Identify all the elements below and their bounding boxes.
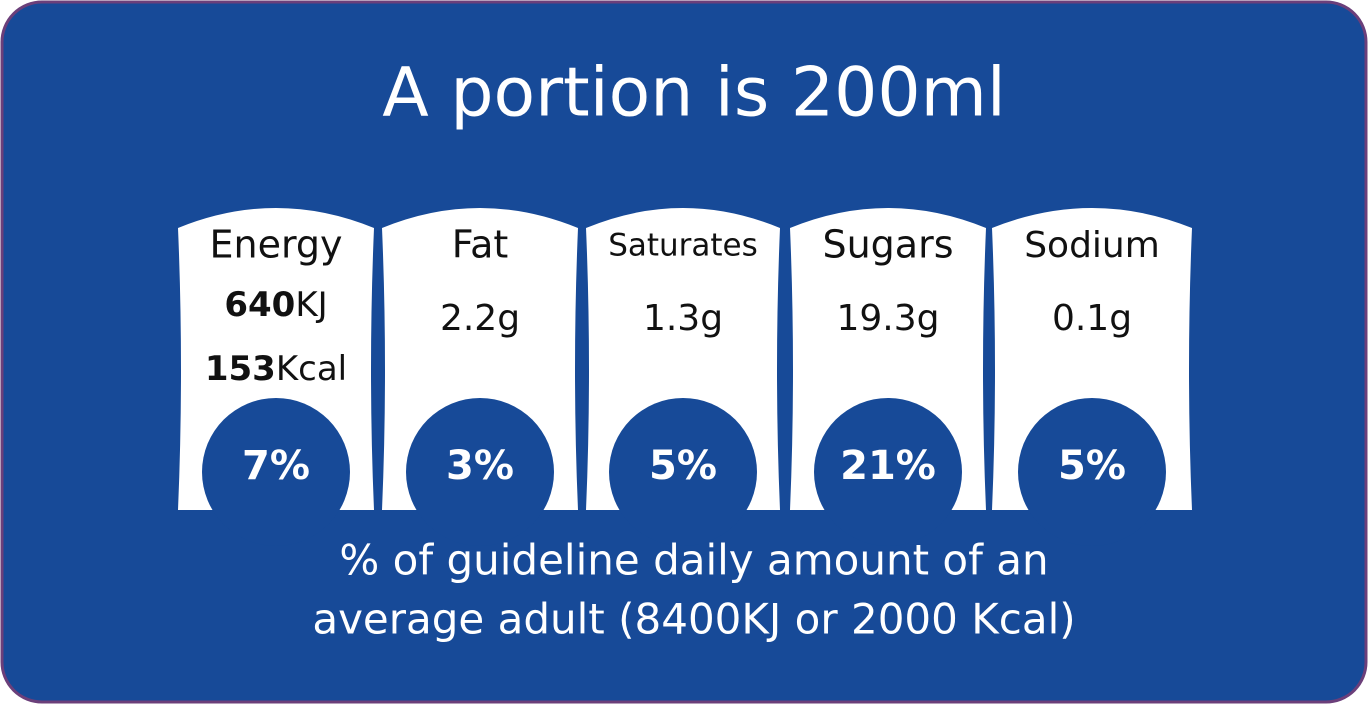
- percent: 5%: [1058, 443, 1126, 489]
- amount: 2.2g: [440, 298, 520, 339]
- amount-unit: KJ: [295, 285, 327, 325]
- percent: 3%: [446, 443, 514, 489]
- amount: 19.3g: [836, 298, 939, 339]
- amount-unit: 2.2g: [440, 298, 520, 339]
- amount-unit: 1.3g: [643, 298, 723, 339]
- footer-line: % of guideline daily amount of an: [339, 536, 1048, 585]
- amount: 640KJ: [224, 285, 327, 325]
- amount-unit: 19.3g: [836, 298, 939, 339]
- nutrient-name: Sugars: [822, 223, 953, 267]
- nutrient-name: Fat: [452, 223, 509, 267]
- percent: 7%: [242, 443, 310, 489]
- amount-unit: 0.1g: [1052, 298, 1132, 339]
- amount-unit: Kcal: [276, 349, 347, 389]
- amount: 153Kcal: [205, 349, 347, 389]
- amount-bold: 640: [224, 285, 295, 325]
- percent: 5%: [649, 443, 717, 489]
- title: A portion is 200ml: [382, 54, 1006, 133]
- percent-badge: [814, 398, 962, 546]
- nutrient-name: Sodium: [1024, 225, 1160, 266]
- percent-badge: [406, 398, 554, 546]
- amount: 1.3g: [643, 298, 723, 339]
- nutrient-name: Energy: [209, 223, 342, 267]
- nutrient-name: Saturates: [608, 228, 758, 264]
- amount: 0.1g: [1052, 298, 1132, 339]
- percent-badge: [1018, 398, 1166, 546]
- amount-bold: 153: [205, 349, 276, 389]
- percent-badge: [202, 398, 350, 546]
- footer-line: average adult (8400KJ or 2000 Kcal): [312, 595, 1075, 644]
- percent-badge: [609, 398, 757, 546]
- cards: Energy 640KJ 153Kcal 7% Fat 2.2g 3% Saturates 1.…: [178, 208, 1192, 546]
- percent: 21%: [840, 443, 936, 489]
